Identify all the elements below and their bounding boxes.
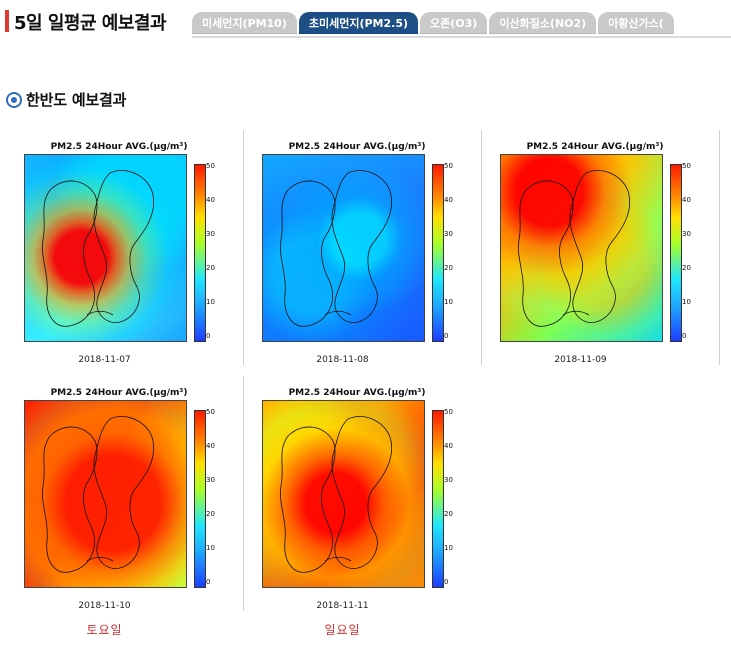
- colorbar-tick: 10: [206, 544, 215, 552]
- colorbar-tick: 20: [682, 264, 691, 272]
- map-date: 2018-11-08: [316, 355, 369, 365]
- divider: [243, 376, 244, 611]
- korea-outline-overlay: [517, 170, 631, 327]
- forecast-map-image: [262, 154, 425, 342]
- forecast-map-image: [500, 154, 663, 342]
- map-title: PM2.5 24Hour AVG.(μg/m³): [526, 142, 664, 152]
- colorbar-tick: 20: [206, 264, 215, 272]
- colorbar-tick: 40: [444, 442, 453, 450]
- korea-outline-overlay: [41, 170, 155, 327]
- colorbar-tick: 20: [206, 510, 215, 518]
- colorbar-tick: 0: [444, 332, 449, 340]
- tab-underline: [192, 36, 731, 38]
- colorbar-tick: 10: [682, 298, 691, 306]
- colorbar-tick: 0: [444, 578, 449, 586]
- colorbar-tick: 10: [444, 544, 453, 552]
- colorbar: [670, 164, 682, 342]
- colorbar-tick: 30: [682, 230, 691, 238]
- pollutant-tabs: 미세먼지(PM10) 초미세먼지(PM2.5) 오존(O3) 이산화질소(NO2…: [192, 12, 674, 36]
- tab-pm25[interactable]: 초미세먼지(PM2.5): [298, 12, 419, 34]
- colorbar-tick: 30: [444, 476, 453, 484]
- forecast-map-image: [24, 154, 187, 342]
- map-date: 2018-11-07: [78, 355, 131, 365]
- korea-outline-overlay: [41, 416, 155, 573]
- colorbar-tick: 0: [682, 332, 687, 340]
- map-title: PM2.5 24Hour AVG.(μg/m³): [50, 142, 188, 152]
- map-date: 2018-11-09: [554, 355, 607, 365]
- tab-no2[interactable]: 이산화질소(NO2): [489, 12, 597, 34]
- forecast-map-image: [24, 400, 187, 588]
- map-date: 2018-11-10: [78, 601, 131, 611]
- map-title: PM2.5 24Hour AVG.(μg/m³): [288, 142, 426, 152]
- colorbar-tick: 10: [444, 298, 453, 306]
- colorbar: [194, 410, 206, 588]
- tab-o3[interactable]: 오존(O3): [420, 12, 488, 34]
- colorbar-tick: 20: [444, 264, 453, 272]
- colorbar: [432, 410, 444, 588]
- map-title: PM2.5 24Hour AVG.(μg/m³): [288, 388, 426, 398]
- map-title: PM2.5 24Hour AVG.(μg/m³): [50, 388, 188, 398]
- map-date: 2018-11-11: [316, 601, 369, 611]
- colorbar-tick: 40: [444, 196, 453, 204]
- tab-so2[interactable]: 아황산가스(: [598, 12, 674, 34]
- korea-outline-overlay: [279, 170, 393, 327]
- colorbar-tick: 50: [206, 408, 215, 416]
- weekday-label: 일요일: [324, 623, 361, 637]
- colorbar-tick: 30: [206, 230, 215, 238]
- colorbar-tick: 30: [444, 230, 453, 238]
- top-header: 5일 일평균 예보결과 미세먼지(PM10) 초미세먼지(PM2.5) 오존(O…: [0, 0, 731, 38]
- divider: [243, 130, 244, 365]
- colorbar-tick: 50: [444, 162, 453, 170]
- bullet-icon: [8, 93, 20, 106]
- colorbar-tick: 20: [444, 510, 453, 518]
- colorbar-tick: 50: [206, 162, 215, 170]
- divider: [719, 130, 720, 365]
- colorbar: [194, 164, 206, 342]
- forecast-map-image: [262, 400, 425, 588]
- section-title: 한반도 예보결과: [8, 89, 126, 110]
- page-title: 5일 일평균 예보결과: [14, 13, 167, 34]
- korea-outline-overlay: [279, 416, 393, 573]
- colorbar-tick: 0: [206, 578, 211, 586]
- tab-pm10[interactable]: 미세먼지(PM10): [192, 12, 297, 34]
- colorbar: [432, 164, 444, 342]
- divider: [481, 130, 482, 365]
- colorbar-tick: 0: [206, 332, 211, 340]
- title-accent-bar: [5, 10, 9, 32]
- colorbar-tick: 30: [206, 476, 215, 484]
- colorbar-tick: 40: [682, 196, 691, 204]
- colorbar-tick: 50: [682, 162, 691, 170]
- colorbar-tick: 40: [206, 442, 215, 450]
- colorbar-tick: 40: [206, 196, 215, 204]
- weekday-label: 토요일: [86, 623, 123, 637]
- colorbar-tick: 10: [206, 298, 215, 306]
- colorbar-tick: 50: [444, 408, 453, 416]
- section-title-text: 한반도 예보결과: [26, 91, 127, 109]
